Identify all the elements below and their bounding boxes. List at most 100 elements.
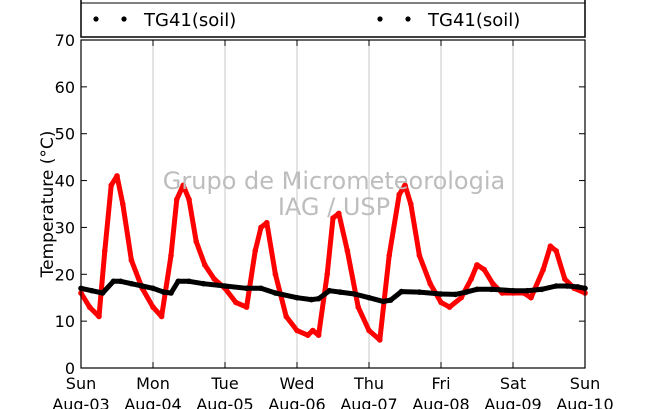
x-tick-label-day: Thu xyxy=(353,374,384,393)
data-point xyxy=(387,297,394,303)
data-point xyxy=(180,182,186,189)
data-point xyxy=(96,313,102,320)
y-tick-label: 60 xyxy=(55,78,75,97)
data-point xyxy=(326,287,333,294)
data-point xyxy=(380,298,387,305)
data-point xyxy=(150,285,156,292)
data-point xyxy=(377,337,383,343)
data-point xyxy=(202,262,208,268)
data-point xyxy=(524,287,531,294)
data-point xyxy=(463,289,470,295)
data-point xyxy=(458,294,465,301)
data-point xyxy=(396,191,403,198)
legend-marker xyxy=(377,16,383,22)
data-point xyxy=(539,286,545,293)
data-point xyxy=(150,304,156,310)
data-point xyxy=(283,313,290,320)
data-point xyxy=(175,278,181,285)
y-tick-label: 20 xyxy=(55,265,75,284)
data-point xyxy=(161,289,167,295)
data-point xyxy=(89,287,95,294)
data-point xyxy=(222,283,228,289)
data-point xyxy=(336,210,342,217)
data-point xyxy=(264,219,270,226)
data-point xyxy=(427,280,434,287)
data-point xyxy=(110,278,117,285)
x-tick-label-day: Tue xyxy=(210,374,238,393)
data-point xyxy=(488,286,495,293)
x-tick-label-date: Aug-05 xyxy=(196,395,253,409)
data-point xyxy=(351,291,358,297)
y-tick-label: 40 xyxy=(55,172,75,191)
data-point xyxy=(540,266,546,273)
data-point xyxy=(272,271,279,278)
data-point xyxy=(366,294,372,301)
legend-label-right: TG41(soil) xyxy=(427,10,520,31)
y-axis: 0 10 20 30 40 50 60 70 xyxy=(55,31,585,378)
data-point xyxy=(408,201,414,207)
data-point xyxy=(211,276,217,282)
data-point xyxy=(344,248,351,254)
data-point xyxy=(128,280,135,287)
data-point xyxy=(243,285,250,292)
data-point xyxy=(330,215,336,221)
grid-lines xyxy=(152,40,514,368)
x-tick-label-date: Aug-03 xyxy=(52,395,109,409)
data-point xyxy=(438,291,444,297)
data-point xyxy=(452,291,459,298)
data-point xyxy=(86,304,93,310)
data-point xyxy=(272,290,279,296)
data-point xyxy=(575,284,581,290)
data-point xyxy=(108,182,114,189)
x-tick-label-date: Aug-08 xyxy=(412,395,469,409)
watermark-line-2: IAG / USP xyxy=(278,193,390,221)
data-point xyxy=(128,257,135,264)
data-point xyxy=(553,248,559,254)
x-tick-label-date: Aug-09 xyxy=(484,395,541,409)
data-point xyxy=(315,332,322,339)
data-point xyxy=(416,252,423,259)
x-tick-label-date: Aug-06 xyxy=(268,395,325,409)
y-tick-label: 70 xyxy=(55,31,75,50)
data-point xyxy=(305,332,311,339)
data-point xyxy=(402,182,408,189)
data-point xyxy=(114,173,120,179)
watermark-line-1: Grupo de Micrometeorologia xyxy=(163,167,505,195)
data-point xyxy=(446,304,453,310)
data-point xyxy=(562,276,568,282)
y-axis-label: Temperature (°C) xyxy=(38,131,58,279)
y-tick-label: 50 xyxy=(55,125,75,144)
data-point xyxy=(547,243,554,249)
data-point xyxy=(510,287,516,294)
data-point xyxy=(117,278,124,285)
x-tick-label-day: Sat xyxy=(500,374,526,393)
x-tick-label-date: Aug-04 xyxy=(124,395,181,409)
plot-frame xyxy=(80,39,586,369)
data-point xyxy=(398,288,405,295)
data-point xyxy=(120,201,126,207)
data-point xyxy=(102,248,108,254)
data-point xyxy=(490,280,496,287)
x-tick-label-day: Mon xyxy=(136,374,170,393)
x-tick-label-date: Aug-10 xyxy=(556,395,613,409)
data-point xyxy=(438,299,444,306)
data-point xyxy=(139,283,145,289)
data-point xyxy=(355,304,362,310)
data-point xyxy=(528,294,534,301)
data-point xyxy=(168,290,174,296)
x-tick-label-day: Sun xyxy=(570,374,600,393)
legend-entry-right: TG41(soil) xyxy=(377,10,520,31)
data-point xyxy=(258,285,264,292)
data-point xyxy=(366,327,372,334)
legend-label-left: TG41(soil) xyxy=(143,10,236,31)
legend-marker xyxy=(121,16,127,22)
legend-marker xyxy=(93,16,99,22)
y-tick-label: 0 xyxy=(65,359,75,378)
data-point xyxy=(233,299,239,306)
data-point xyxy=(564,283,570,289)
series-line-1 xyxy=(78,278,588,304)
x-tick-label-day: Wed xyxy=(280,374,315,393)
plot-area xyxy=(81,40,585,368)
data-point xyxy=(186,278,192,285)
